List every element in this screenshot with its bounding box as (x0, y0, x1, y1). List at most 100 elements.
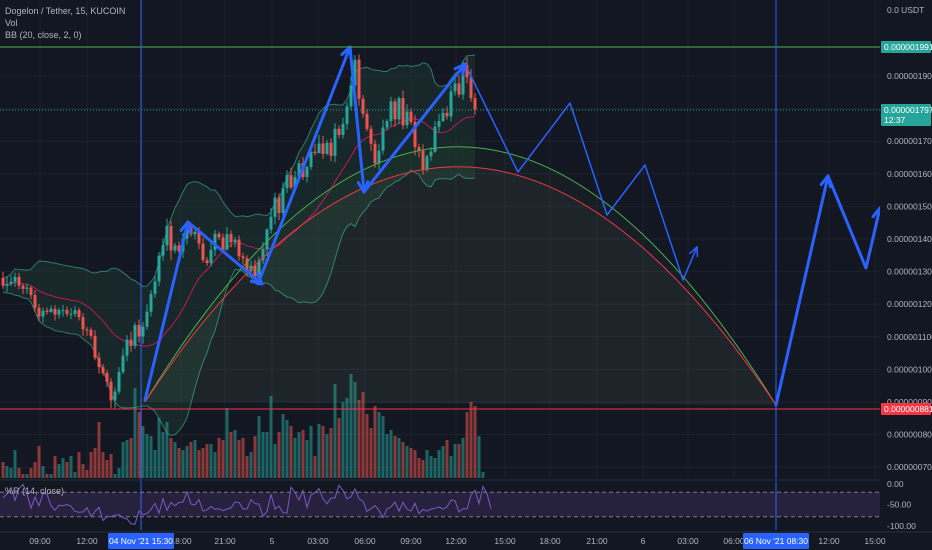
candle-body (157, 255, 161, 282)
bollinger-legend[interactable]: BB (20, close, 2, 0) (5, 30, 82, 40)
candle-body (277, 197, 281, 213)
time-tick-label: 15:00 (494, 536, 516, 546)
candle-body (161, 245, 165, 256)
volume-bar (337, 418, 341, 478)
candle-body (269, 216, 273, 230)
candle-body (21, 285, 25, 289)
candle-body (457, 83, 461, 95)
volume-bar (41, 466, 45, 478)
candle-body (429, 151, 433, 157)
last-price-badge-box (881, 104, 931, 126)
candle-body (265, 229, 269, 250)
candle-body (121, 355, 125, 373)
candle-body (129, 339, 133, 346)
williams-r-line (2, 483, 492, 525)
last-price-badge: 0.000001797 (884, 105, 932, 115)
candle-body (89, 329, 93, 336)
time-tick-label: 06:00 (354, 536, 376, 546)
volume-bar (169, 438, 173, 478)
candle-body (109, 381, 113, 401)
volume-bar (309, 426, 313, 478)
candle-body (5, 283, 9, 286)
candle-body (413, 121, 417, 148)
candle-body (77, 310, 81, 318)
candle-body (273, 197, 277, 217)
volume-bar (117, 468, 121, 478)
volume-bar (85, 470, 89, 478)
volume-bar (157, 418, 161, 478)
volume-bar (105, 460, 109, 478)
candle-body (445, 112, 449, 117)
candle-body (381, 127, 385, 151)
volume-bar (69, 456, 73, 478)
volume-bar (481, 472, 485, 478)
candle-body (353, 59, 357, 86)
volume-bar (185, 446, 189, 478)
volume-bar (445, 440, 449, 478)
candle-body (397, 98, 401, 120)
candle-body (257, 260, 261, 277)
candle-body (25, 287, 29, 289)
candle-body (173, 245, 177, 251)
time-axis[interactable]: 09:00 12:00 18:00 21:00 5 03:00 06:00 09:00 12:0… (0, 531, 932, 550)
volume-bar (477, 436, 481, 478)
volume-bar (265, 432, 269, 478)
volume-bar (329, 428, 333, 478)
candle-body (333, 128, 337, 156)
candle-body (369, 128, 373, 144)
price-axis[interactable]: 0.0 USDT0.0000019000.0000018000.00000170… (880, 0, 932, 550)
candle-body (253, 265, 257, 277)
candle-body (293, 177, 297, 188)
williams-r-tick: -100.00 (887, 521, 916, 531)
time-tick-label: 18:00 (170, 536, 192, 546)
candle-body (281, 188, 285, 213)
candle-body (349, 85, 353, 107)
volume-bar (361, 392, 365, 478)
volume-bar (441, 446, 445, 478)
candle-body (125, 339, 129, 356)
volume-bar (201, 448, 205, 478)
volume-bar (305, 440, 309, 478)
candle-body (17, 276, 21, 286)
candle-body (321, 143, 325, 154)
williams-r-legend[interactable]: %R (14, close) (5, 486, 65, 496)
volume-bar (409, 448, 413, 478)
time-tick-label: 21:00 (586, 536, 608, 546)
volume-legend[interactable]: Vol (5, 18, 18, 28)
volume-bar (45, 474, 49, 478)
volume-bar (237, 440, 241, 478)
vertical-marker-lines (140, 0, 777, 530)
candle-body (113, 391, 117, 401)
volume-bar (249, 452, 253, 478)
drawing-projection-head (689, 246, 699, 258)
volume-bar (253, 436, 257, 478)
candle-body (345, 106, 349, 124)
candle-body (13, 276, 17, 282)
last-price-badge-countdown: 12:37 (884, 115, 906, 125)
candle-body (341, 123, 345, 136)
candle-body (373, 143, 377, 164)
candle-body (473, 98, 477, 110)
volume-bar (457, 444, 461, 478)
volume-bar (433, 458, 437, 478)
volume-bar (49, 474, 53, 478)
volume-bar (297, 432, 301, 478)
symbol-title[interactable]: Dogelon / Tether, 15, KUCOIN (5, 6, 126, 16)
volume-bar (437, 450, 441, 478)
volume-bar (73, 472, 77, 478)
drawing-down-4 (826, 174, 882, 270)
time-tick-label: 12:00 (445, 536, 467, 546)
candle-body (425, 156, 429, 170)
candle-body (245, 258, 249, 271)
volume-bar (177, 448, 181, 478)
candle-body (417, 147, 421, 151)
candle-body (437, 120, 441, 127)
price-tick-label: 0.000001200 (887, 299, 932, 309)
volume-bar (317, 424, 321, 478)
time-tick-label: 06:00 (723, 536, 745, 546)
candle-body (37, 307, 41, 317)
volume-bar (37, 446, 41, 478)
price-tick-label: 0.000001600 (887, 169, 932, 179)
candle-body (209, 249, 213, 264)
